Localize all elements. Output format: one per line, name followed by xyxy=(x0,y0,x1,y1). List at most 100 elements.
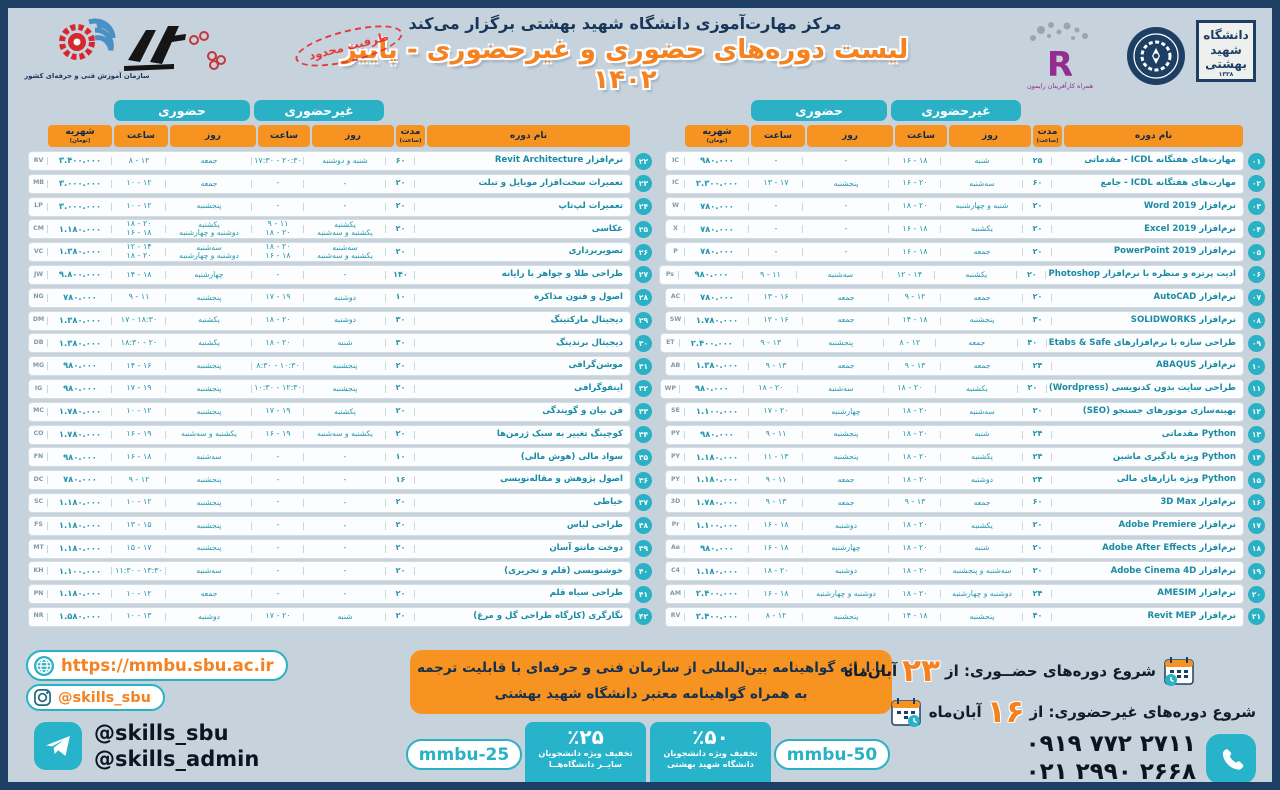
course-name: طراحی سیاه قلم xyxy=(549,588,623,599)
onsite-day: یکشنبه دوشنبه و چهارشنبه xyxy=(166,220,252,238)
start-online-day-number: ۱۶ xyxy=(986,694,1025,730)
online-day: شنبه xyxy=(304,608,386,626)
onsite-day: سه‌شنبه xyxy=(797,266,884,284)
onsite-day: جمعه xyxy=(803,312,889,330)
table-row: ۲۴ تعمیرات لپ‌تاپ ۲۰ - - پنجشنبه ۱۰ - ۱۲… xyxy=(28,196,652,217)
online-time: ۱۶ - ۱۸ xyxy=(889,220,941,238)
certificate-line-1: با ارائه گواهینامه بین‌المللی از سازمان … xyxy=(416,660,886,677)
raymon-caption: همراه کارآفرینان رایمون xyxy=(1027,82,1093,90)
course-name: نرم‌افزار Excel 2019 xyxy=(1144,223,1236,234)
course-number-badge: ۲۰ xyxy=(1248,585,1265,603)
course-icon: NR xyxy=(29,608,48,626)
onsite-day: جمعه xyxy=(166,585,252,603)
course-name: نرم‌افزار 3D Max xyxy=(1160,497,1236,508)
course-duration: ۲۰ xyxy=(386,175,415,193)
course-duration: ۲۰ xyxy=(1018,380,1047,398)
course-icon: LP xyxy=(29,198,48,216)
onsite-time: ۹ - ۱۳ xyxy=(749,357,803,375)
onsite-day: سه‌شنبه xyxy=(798,380,884,398)
onsite-time: ۹ - ۱۳ xyxy=(749,494,803,512)
course-icon: C4 xyxy=(666,562,685,580)
instagram-icon xyxy=(34,689,51,706)
course-name: Python ویژه یادگیری ماشین xyxy=(1112,451,1236,462)
course-number-badge: ۰۳ xyxy=(1248,198,1265,216)
course-duration: ۲۰ xyxy=(1017,266,1047,284)
course-icon: PY xyxy=(666,471,685,489)
course-duration: ۲۰ xyxy=(1023,220,1052,238)
col-online-day: روز xyxy=(949,125,1031,147)
course-name: طراحی سایت بدون کدنویسی (Wordpress) xyxy=(1048,383,1236,394)
onsite-day: پنجشنبه xyxy=(166,357,252,375)
course-price: ۷۸۰.۰۰۰ xyxy=(685,289,749,307)
online-day: جمعه xyxy=(936,334,1018,352)
online-time: - xyxy=(252,562,304,580)
online-time: ۱۸ - ۲۰ xyxy=(889,562,941,580)
onsite-day: پنجشنبه xyxy=(166,380,252,398)
telegram-handles[interactable]: @skills_sbu @skills_admin xyxy=(94,720,259,772)
online-day: یکشنبه xyxy=(941,448,1023,466)
online-day: شنبه xyxy=(304,334,386,352)
course-duration: ۲۰ xyxy=(1023,289,1052,307)
online-day: سه‌شنبه یکشنبه و سه‌شنبه xyxy=(304,243,386,261)
promo-code-50: mmbu-50 xyxy=(774,739,890,770)
online-day: یکشنبه یکشنبه و سه‌شنبه xyxy=(304,220,386,238)
course-icon: FS xyxy=(29,517,48,535)
course-duration: ۴۰ xyxy=(1018,334,1047,352)
course-price: ۹۸۰.۰۰۰ xyxy=(48,357,112,375)
course-price: ۷۸۰.۰۰۰ xyxy=(685,220,749,238)
onsite-day: - xyxy=(803,198,889,216)
course-name: دیجیتال برندینگ xyxy=(556,337,623,348)
telegram-handle-2[interactable]: @skills_admin xyxy=(94,747,260,771)
online-time: - xyxy=(252,471,304,489)
online-time: - xyxy=(252,266,304,284)
course-price: ۹۸۰.۰۰۰ xyxy=(48,380,112,398)
onsite-day: پنجشنبه xyxy=(803,426,889,444)
course-duration: ۲۴ xyxy=(1023,448,1052,466)
sbu-founding-year: ۱۳۳۸ xyxy=(1218,70,1234,78)
course-name: طراحی سازه با نرم‌افزارهای Etabs & Safe xyxy=(1048,337,1236,348)
instagram-handle[interactable]: @skills_sbu xyxy=(58,689,151,706)
course-duration: ۶۰ xyxy=(1023,494,1052,512)
course-number-badge: ۳۸ xyxy=(635,517,652,535)
onsite-time: ۱۱:۳۰ - ۱۳:۳۰ xyxy=(112,562,166,580)
course-duration: ۳۰ xyxy=(386,334,415,352)
start-date-onsite: شروع دوره‌های حضــوری: از ۲۳ آبان‌ماه xyxy=(844,653,1202,689)
online-day: - xyxy=(304,448,386,466)
course-icon: X xyxy=(666,220,685,238)
course-name: مهارت‌های هفتگانه ICDL - مقدماتی xyxy=(1084,155,1236,166)
onsite-time: ۱۰ - ۱۲ xyxy=(112,198,166,216)
telegram-handle-1[interactable]: @skills_sbu xyxy=(94,721,229,745)
course-number-badge: ۰۸ xyxy=(1248,312,1265,330)
onsite-time: ۱۲ - ۱۴ ۱۸ - ۲۰ xyxy=(112,242,166,261)
course-number-badge: ۰۴ xyxy=(1248,220,1265,238)
instagram-link[interactable]: @skills_sbu xyxy=(26,684,165,711)
course-name: اینفوگرافی xyxy=(574,383,623,394)
telegram-block[interactable]: @skills_sbu @skills_admin xyxy=(34,720,259,772)
website-link[interactable]: https://mmbu.sbu.ac.ir xyxy=(26,650,288,681)
start-onsite-day-number: ۲۳ xyxy=(902,653,940,689)
onsite-time: ۱۲ - ۱۶ xyxy=(749,312,803,330)
course-name: اصول و فنون مذاکره xyxy=(534,291,623,302)
online-day: جمعه xyxy=(941,357,1023,375)
onsite-time: ۹ - ۱۲ xyxy=(112,471,166,489)
website-url[interactable]: https://mmbu.sbu.ac.ir xyxy=(61,656,274,675)
course-duration: ۲۰ xyxy=(386,357,415,375)
onsite-day: جمعه xyxy=(803,471,889,489)
course-icon: RV xyxy=(666,608,685,626)
phone-icon xyxy=(1206,734,1256,782)
online-time: - xyxy=(252,448,304,466)
course-duration: ۳۰ xyxy=(386,312,415,330)
online-day: - xyxy=(304,175,386,193)
course-number-badge: ۱۳ xyxy=(1248,426,1265,444)
course-rows-left: ۲۲ نرم‌افزار Revit Architecture ۶۰ شنبه … xyxy=(28,151,652,627)
onsite-day: سه‌شنبه xyxy=(166,562,252,580)
course-price: ۱.۳۸۰.۰۰۰ xyxy=(48,312,112,330)
table-row: ۲۹ دیجیتال مارکتینگ ۳۰ دوشنبه ۱۸ - ۲۰ یک… xyxy=(28,310,652,331)
onsite-day: - xyxy=(803,152,889,170)
course-number-badge: ۲۵ xyxy=(635,220,652,238)
course-number-badge: ۰۵ xyxy=(1248,243,1265,261)
course-icon: IC xyxy=(666,175,685,193)
onsite-day: جمعه xyxy=(166,152,252,170)
online-time: - xyxy=(252,517,304,535)
onsite-time: ۱۰ - ۱۲ xyxy=(112,494,166,512)
